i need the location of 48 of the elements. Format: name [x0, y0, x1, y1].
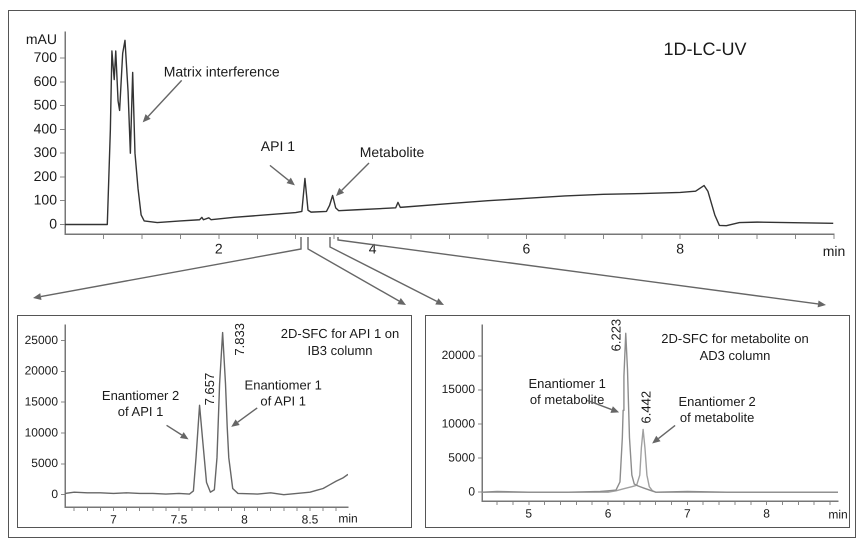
- x-tick-label: 6: [604, 506, 612, 521]
- y-tick-label: 5000: [448, 450, 476, 464]
- x-tick-label: 8: [241, 512, 248, 527]
- x-tick-label: 2: [214, 240, 223, 256]
- y-tick-label: 200: [34, 168, 58, 184]
- annotation: Enantiomer 1 of API 1: [244, 377, 322, 408]
- x-axis-title: min: [828, 507, 848, 522]
- y-tick-label: 10000: [442, 416, 476, 430]
- y-tick-label: 700: [34, 49, 58, 65]
- annotation: Matrix interference: [164, 63, 280, 80]
- y-tick-label: 20000: [442, 348, 476, 362]
- text: 2D-SFC for metabolite on AD3 column: [661, 330, 809, 363]
- annotation: Metabolite: [360, 144, 425, 160]
- y-tick-label: 0: [468, 484, 476, 498]
- y-tick-label: 25000: [24, 332, 58, 347]
- annotation: 6.442: [638, 390, 654, 424]
- x-axis-title: min: [338, 511, 358, 526]
- chart-title: 1D-LC-UV: [663, 38, 747, 59]
- y-tick-label: 400: [34, 120, 58, 136]
- y-tick-label: 0: [51, 486, 58, 501]
- y-tick-label: 10000: [24, 425, 58, 440]
- x-tick-label: 8.5: [302, 512, 319, 527]
- annotation: API 1: [260, 138, 296, 154]
- x-tick-label: 7: [110, 512, 118, 527]
- x-tick-label: 7.5: [170, 512, 188, 527]
- y-tick-label: 600: [34, 72, 58, 89]
- y-tick-label: 20000: [24, 364, 58, 378]
- y-tick-label: 15000: [24, 394, 58, 409]
- x-tick-label: 5: [525, 506, 532, 521]
- y-tick-label: 100: [34, 192, 58, 208]
- annotation: Enantiomer 2 of API 1: [102, 388, 180, 419]
- annotation: Enantiomer 2 of metabolite: [678, 394, 756, 426]
- annotation: 7.657: [202, 372, 218, 406]
- y-tick-label: 300: [34, 144, 58, 160]
- x-tick-label: 7: [684, 506, 692, 521]
- x-axis-title: min: [822, 242, 846, 259]
- y-tick-label: 0: [49, 215, 58, 232]
- y-tick-label: 15000: [442, 382, 476, 396]
- annotation: 6.223: [608, 318, 624, 352]
- annotation: Enantiomer 1 of metabolite: [528, 376, 606, 407]
- annotation: 7.833: [232, 323, 248, 356]
- y-tick-label: 5000: [31, 456, 58, 470]
- x-tick-label: 8: [763, 506, 770, 521]
- y-tick-label: 500: [34, 96, 58, 113]
- x-tick-label: 6: [522, 240, 530, 256]
- y-axis-title: mAU: [26, 30, 57, 47]
- x-tick-label: 8: [676, 240, 684, 256]
- text: 2D-SFC for API 1 on IB3 column: [280, 326, 400, 358]
